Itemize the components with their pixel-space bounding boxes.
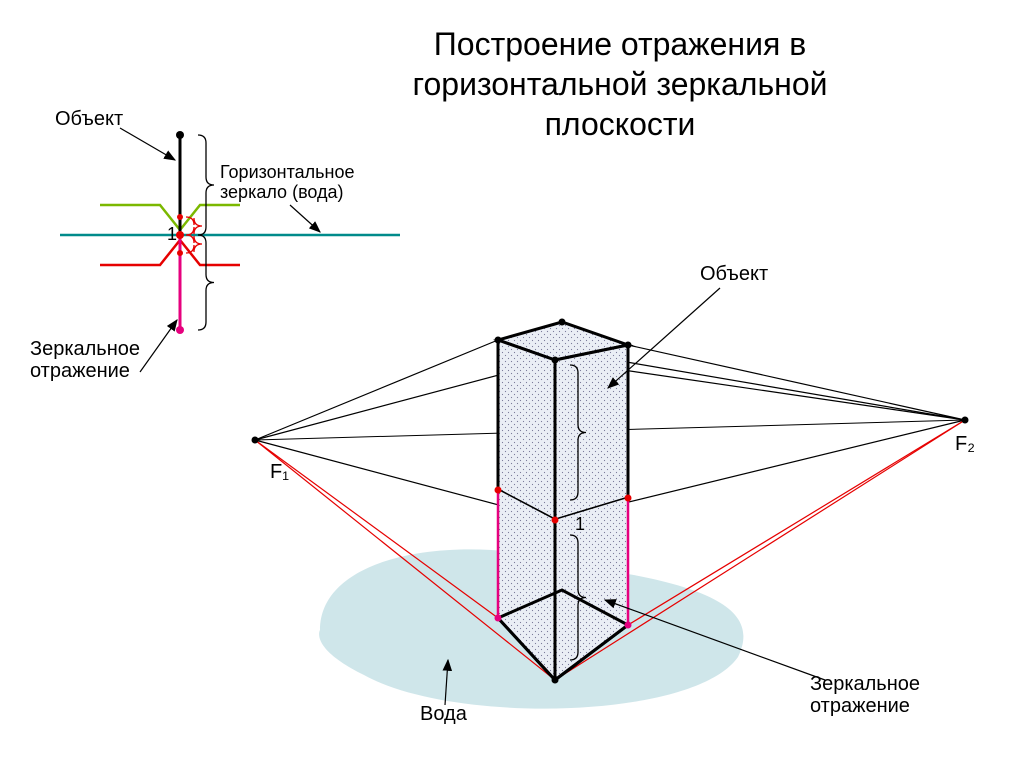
label-one-right: 1 (575, 514, 585, 534)
label-object-right: Объект (700, 263, 768, 285)
label-f2: F₂ (955, 433, 975, 455)
label-reflection-right: Зеркальное (810, 673, 920, 695)
svg-text:отражение: отражение (810, 695, 910, 717)
label-one-left: 1 (167, 224, 177, 244)
page-title-line: Построение отражения в (434, 26, 806, 62)
label-mirror: Горизонтальное (220, 162, 355, 182)
diagram-canvas: Построение отражения в горизонтальной зер… (0, 0, 1024, 767)
label-f1: F₁ (270, 461, 289, 483)
page-title-line: горизонтальной зеркальной (413, 66, 828, 102)
label-reflection: Зеркальное (30, 338, 140, 360)
label-object: Объект (55, 108, 123, 130)
svg-text:зеркало (вода): зеркало (вода) (220, 182, 344, 202)
page-title-line: плоскости (545, 106, 696, 142)
svg-text:отражение: отражение (30, 360, 130, 382)
label-water: Вода (420, 703, 468, 725)
